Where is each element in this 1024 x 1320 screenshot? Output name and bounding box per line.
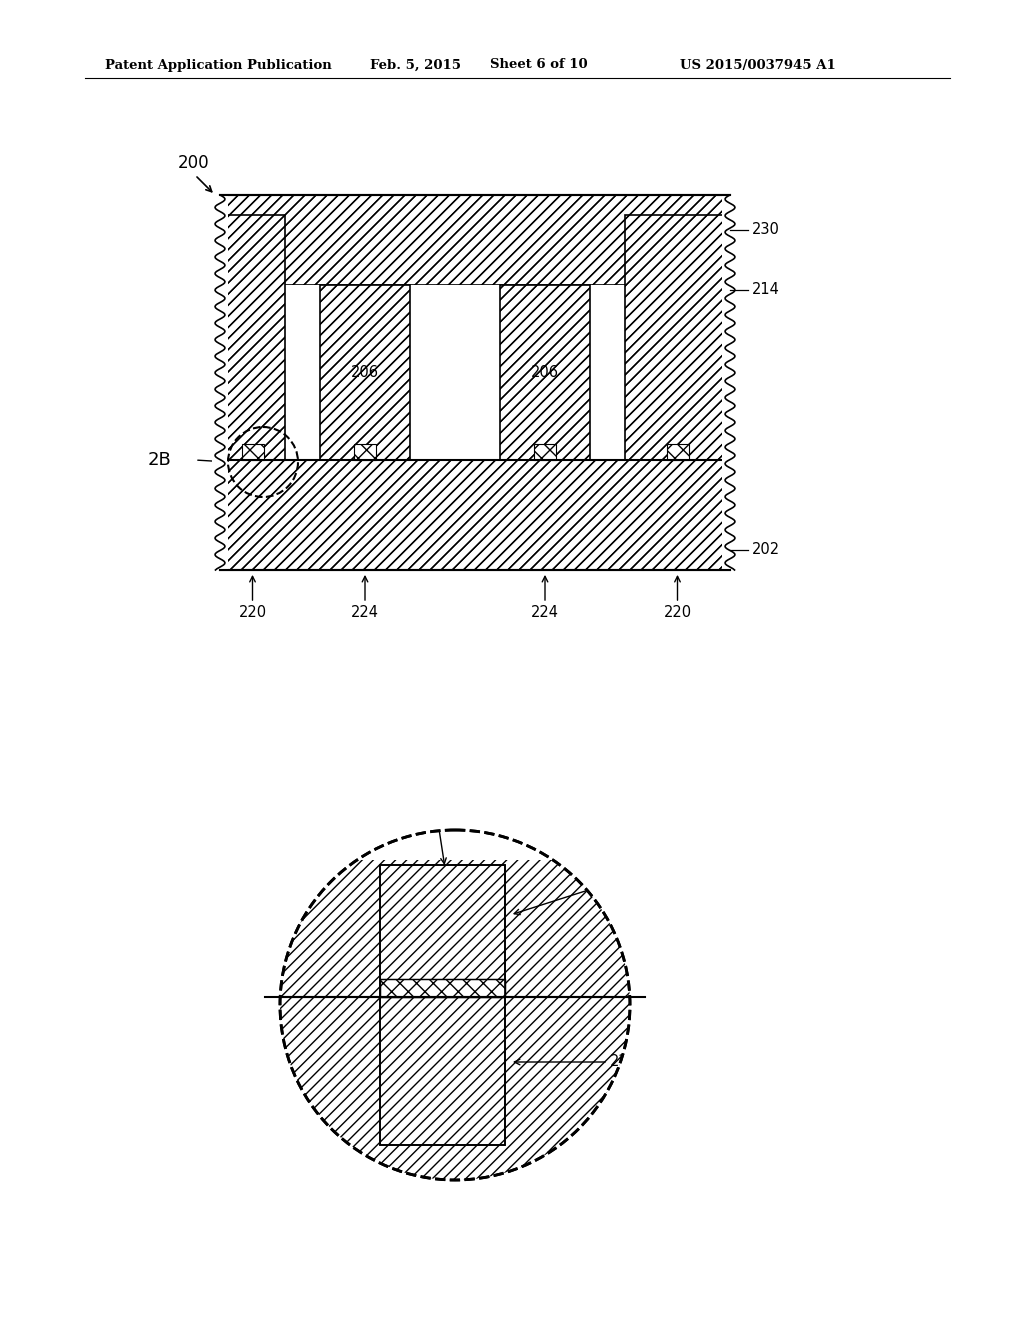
Bar (380, 979, 505, 997)
Text: 224: 224 (531, 605, 559, 620)
Bar (319, 285, 410, 459)
Text: 224: 224 (351, 605, 379, 620)
Text: FIG. 2B: FIG. 2B (423, 1245, 487, 1263)
Text: 230: 230 (416, 793, 444, 808)
Bar (667, 444, 688, 459)
Bar (242, 444, 263, 459)
Bar (380, 997, 505, 1144)
Bar (667, 444, 688, 459)
Text: 200: 200 (178, 154, 210, 172)
Text: 206: 206 (531, 366, 559, 380)
Bar (242, 444, 263, 459)
Bar (319, 285, 410, 459)
Text: 2B: 2B (148, 451, 172, 469)
Bar (534, 444, 556, 459)
Text: US 2015/0037945 A1: US 2015/0037945 A1 (680, 58, 836, 71)
Bar (625, 215, 730, 459)
Bar (380, 865, 505, 997)
Bar (220, 195, 730, 285)
Bar (534, 444, 556, 459)
Circle shape (280, 830, 630, 1180)
Bar (212, 195, 228, 570)
Text: 220: 220 (239, 605, 266, 620)
Text: 202: 202 (752, 543, 780, 557)
Bar (275, 861, 635, 997)
Text: FIG. 2A: FIG. 2A (442, 649, 507, 668)
Bar (625, 215, 730, 459)
Bar (500, 285, 590, 459)
Bar (500, 285, 590, 459)
Bar (500, 285, 590, 459)
Bar (220, 285, 730, 459)
Bar (380, 979, 505, 997)
Bar (220, 195, 730, 570)
Bar (220, 215, 285, 459)
Bar (220, 195, 730, 570)
Text: 220: 220 (664, 605, 691, 620)
Bar (220, 215, 285, 459)
Bar (220, 215, 285, 459)
Bar (220, 459, 730, 570)
Bar (354, 444, 376, 459)
Bar (500, 285, 590, 459)
Bar (275, 997, 635, 1212)
Bar (220, 215, 285, 459)
Text: Sheet 6 of 10: Sheet 6 of 10 (490, 58, 588, 71)
PathPatch shape (80, 630, 830, 1320)
Bar (220, 195, 730, 285)
Text: 206: 206 (351, 366, 379, 380)
Bar (275, 997, 635, 1212)
Bar (275, 861, 635, 997)
Bar (625, 215, 730, 459)
Bar (220, 459, 730, 570)
Text: 220: 220 (610, 1055, 638, 1069)
Text: Patent Application Publication: Patent Application Publication (105, 58, 332, 71)
Text: Feb. 5, 2015: Feb. 5, 2015 (370, 58, 461, 71)
Bar (380, 865, 505, 997)
Bar (380, 997, 505, 1144)
Text: 230: 230 (752, 223, 780, 238)
Bar (722, 195, 738, 570)
Bar (319, 285, 410, 459)
Bar (354, 444, 376, 459)
Bar (220, 459, 730, 570)
Bar (220, 459, 730, 570)
Bar (319, 285, 410, 459)
Text: 232: 232 (397, 975, 425, 990)
Bar (220, 195, 730, 285)
Bar (380, 865, 505, 997)
Bar (220, 195, 730, 285)
Text: 214: 214 (225, 935, 253, 949)
Text: 206: 206 (648, 858, 676, 873)
Text: 214: 214 (752, 282, 780, 297)
Bar (380, 979, 505, 997)
Bar (625, 215, 730, 459)
Bar (380, 997, 505, 1144)
Text: 202: 202 (645, 1144, 673, 1159)
